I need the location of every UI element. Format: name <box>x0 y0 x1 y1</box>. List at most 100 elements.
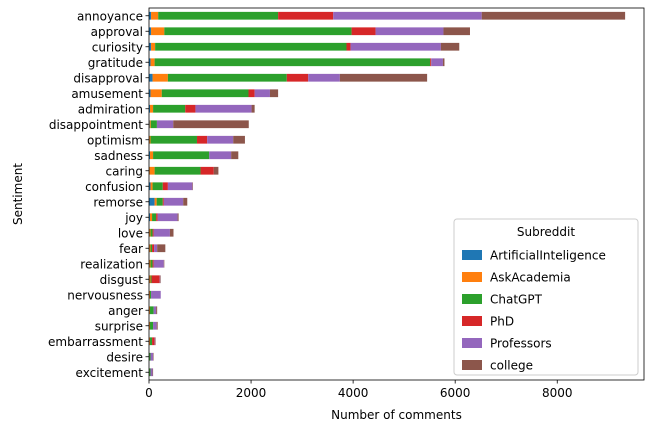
bar-approval-Professors <box>375 27 444 36</box>
y-tick-label: joy <box>124 211 143 225</box>
bar-amusement-AskAcademia <box>150 89 162 98</box>
bar-nervousness-Professors <box>151 290 161 299</box>
bar-excitement-Professors <box>150 368 153 377</box>
legend-title: Subreddit <box>517 225 575 239</box>
bar-curiosity-PhD <box>346 42 351 51</box>
y-tick-label: love <box>118 226 143 240</box>
bar-anger-college <box>156 306 158 315</box>
bar-nervousness-AskAcademia <box>149 290 151 299</box>
legend-label-ArtificialInteligence: ArtificialInteligence <box>490 249 606 263</box>
x-tick-label: 8000 <box>542 386 573 400</box>
bar-caring-ChatGPT <box>154 166 201 175</box>
bars-layer <box>149 11 626 377</box>
bar-confusion-ArtificialInteligence <box>149 182 151 191</box>
legend-label-ChatGPT: ChatGPT <box>490 293 543 307</box>
y-axis-label: Sentiment <box>11 163 25 225</box>
y-tick-label: caring <box>106 164 143 178</box>
y-tick-label: remorse <box>93 195 143 209</box>
bar-disgust-college <box>160 275 161 284</box>
bar-fear-PhD <box>152 244 155 253</box>
bar-realization-ChatGPT <box>150 259 153 268</box>
legend-swatch-ChatGPT <box>462 294 482 304</box>
bar-amusement-ChatGPT <box>161 89 249 98</box>
bar-desire-ChatGPT <box>149 352 151 361</box>
bar-excitement-ChatGPT <box>149 368 151 377</box>
bar-remorse-ArtificialInteligence <box>149 197 155 206</box>
y-tick-label: curiosity <box>92 40 143 54</box>
bar-optimism-AskAcademia <box>149 135 151 144</box>
y-tick-label: fear <box>119 242 143 256</box>
bar-joy-PhD <box>156 213 158 222</box>
bar-amusement-college <box>269 89 279 98</box>
bar-fear-ChatGPT <box>150 244 153 253</box>
bar-amusement-PhD <box>248 89 255 98</box>
y-tick-label: annoyance <box>77 9 143 23</box>
bar-gratitude-AskAcademia <box>150 58 155 67</box>
bar-disapproval-ChatGPT <box>167 73 287 82</box>
bar-gratitude-PhD <box>430 58 432 67</box>
bar-excitement-college <box>152 368 154 377</box>
bar-admiration-Professors <box>195 104 252 113</box>
bar-sadness-Professors <box>209 151 232 160</box>
bar-annoyance-PhD <box>278 11 334 20</box>
bar-love-college <box>169 228 174 237</box>
legend-swatch-college <box>462 360 482 370</box>
bar-disapproval-ArtificialInteligence <box>149 73 153 82</box>
bar-approval-ArtificialInteligence <box>149 27 152 36</box>
y-tick-label: disgust <box>100 273 144 287</box>
bar-curiosity-ArtificialInteligence <box>149 42 152 51</box>
bar-confusion-PhD <box>162 182 168 191</box>
bar-sadness-college <box>231 151 239 160</box>
bar-optimism-college <box>233 135 245 144</box>
bar-confusion-ChatGPT <box>152 182 163 191</box>
y-tick-label: sadness <box>94 149 143 163</box>
bar-caring-PhD <box>200 166 214 175</box>
bar-gratitude-ChatGPT <box>154 58 431 67</box>
bar-fear-Professors <box>154 244 158 253</box>
bar-embarrassment-ChatGPT <box>150 337 153 346</box>
bar-joy-ChatGPT <box>152 213 157 222</box>
bar-curiosity-Professors <box>350 42 441 51</box>
bar-sadness-ChatGPT <box>153 151 210 160</box>
bar-joy-AskAcademia <box>150 213 153 222</box>
bar-realization-PhD <box>152 259 154 268</box>
y-tick-label: nervousness <box>67 288 143 302</box>
bar-disgust-ChatGPT <box>150 275 152 284</box>
legend-swatch-ArtificialInteligence <box>462 250 482 260</box>
y-tick-label: disappointment <box>49 118 143 132</box>
bar-remorse-AskAcademia <box>154 197 157 206</box>
bar-disappointment-ChatGPT <box>150 120 157 129</box>
legend-label-college: college <box>490 359 533 373</box>
y-tick-label: optimism <box>87 133 143 147</box>
bar-realization-AskAcademia <box>149 259 151 268</box>
bar-embarrassment-PhD <box>152 337 155 346</box>
bar-caring-AskAcademia <box>149 166 155 175</box>
bar-gratitude-college <box>442 58 445 67</box>
bar-caring-college <box>213 166 219 175</box>
bar-admiration-college <box>251 104 255 113</box>
bar-remorse-PhD <box>162 197 164 206</box>
y-tick-label: confusion <box>85 180 143 194</box>
bar-surprise-AskAcademia <box>149 321 151 330</box>
plot-frame <box>148 7 645 381</box>
bar-curiosity-AskAcademia <box>151 42 156 51</box>
x-tick-label: 0 <box>145 386 153 400</box>
legend-label-AskAcademia: AskAcademia <box>490 271 571 285</box>
bar-disappointment-Professors <box>156 120 174 129</box>
y-axis: annoyanceapprovalcuriositygratitudedisap… <box>48 9 149 380</box>
bar-sadness-ArtificialInteligence <box>149 151 151 160</box>
bar-annoyance-ChatGPT <box>158 11 279 20</box>
bar-disgust-PhD <box>151 275 160 284</box>
bar-optimism-ChatGPT <box>150 135 197 144</box>
bar-confusion-college <box>192 182 193 191</box>
bar-sadness-AskAcademia <box>150 151 154 160</box>
bar-embarrassment-AskAcademia <box>149 337 151 346</box>
bar-anger-ChatGPT <box>150 306 154 315</box>
bar-realization-college <box>163 259 165 268</box>
bar-annoyance-ArtificialInteligence <box>149 11 152 20</box>
bar-remorse-college <box>183 197 188 206</box>
bar-disgust-AskAcademia <box>149 275 151 284</box>
y-tick-label: approval <box>91 25 143 39</box>
x-axis-label: Number of comments <box>331 408 462 422</box>
bar-anger-AskAcademia <box>149 306 151 315</box>
